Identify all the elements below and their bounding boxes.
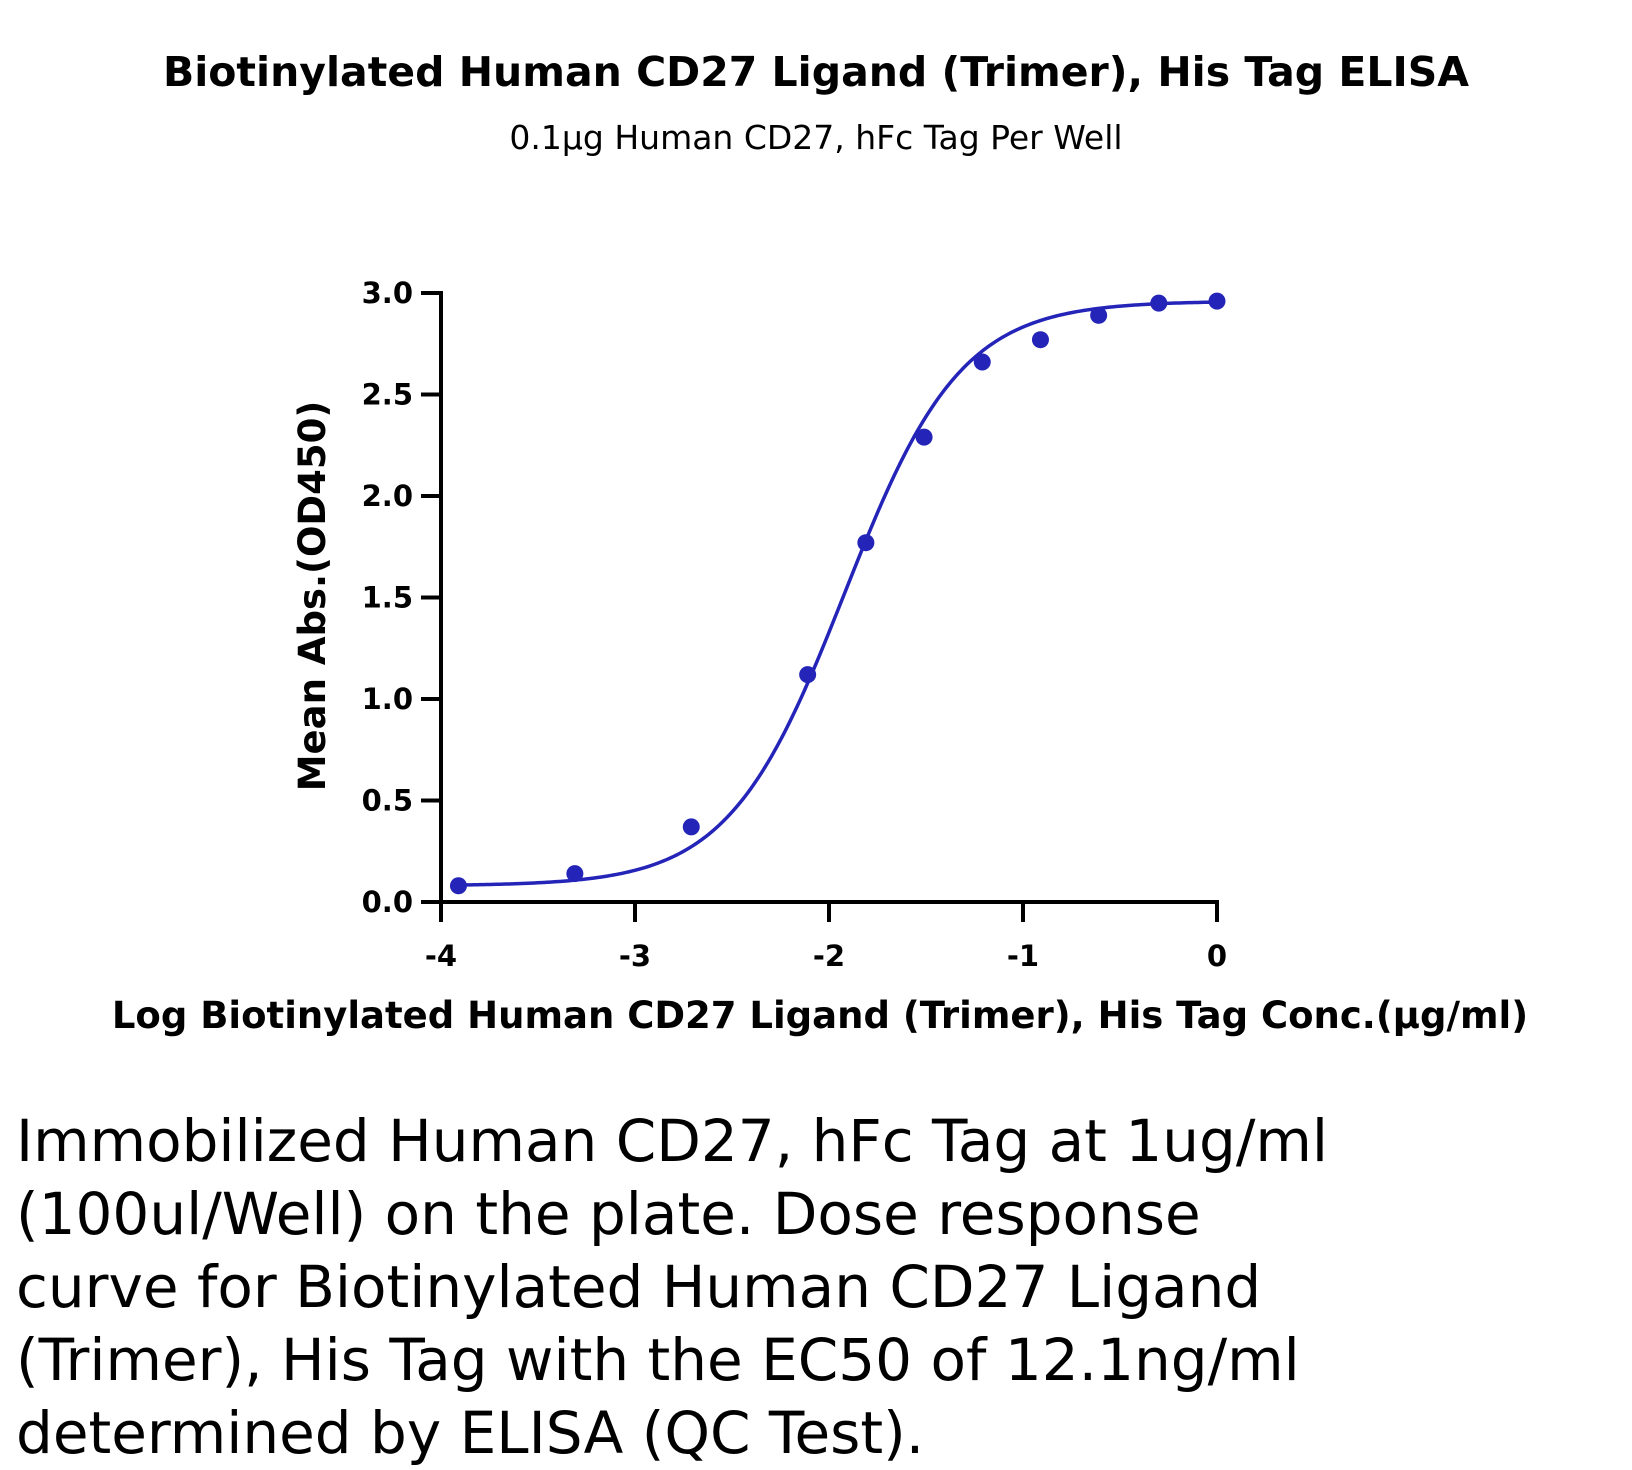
y-tick-label-0: 0.0 (362, 885, 413, 919)
data-point-4 (857, 534, 875, 552)
y-tick-label-4: 2.0 (362, 479, 413, 513)
data-point-10 (1208, 292, 1226, 310)
x-tick-label-0: -4 (425, 939, 457, 973)
data-points-layer (449, 292, 1226, 895)
chart-axes: 0.0 0.5 1.0 1.5 2.0 2.5 3.0 -4 -3 -2 -1 0 (362, 276, 1227, 973)
data-point-3 (799, 666, 817, 684)
chart-title: Biotinylated Human CD27 Ligand (Trimer),… (162, 48, 1470, 96)
data-point-7 (1031, 331, 1049, 349)
y-tick-label-1: 0.5 (362, 784, 413, 818)
data-point-6 (973, 353, 991, 371)
data-point-9 (1150, 294, 1168, 312)
data-point-5 (915, 428, 933, 446)
y-tick-label-6: 3.0 (362, 276, 413, 310)
fit-curve (458, 300, 1218, 887)
x-tick-label-3: -1 (1007, 939, 1039, 973)
data-point-2 (682, 818, 700, 836)
figure-caption: Immobilized Human CD27, hFc Tag at 1ug/m… (16, 1107, 1328, 1467)
y-tick-label-5: 2.5 (362, 378, 413, 412)
y-tick-label-2: 1.0 (362, 682, 413, 716)
y-axis-title: Mean Abs.(OD450) (291, 401, 334, 792)
y-tick-label-3: 1.5 (362, 581, 413, 615)
x-tick-label-2: -2 (813, 939, 845, 973)
elisa-chart: 0.0 0.5 1.0 1.5 2.0 2.5 3.0 -4 -3 -2 -1 0 Log Bioti… (112, 276, 1528, 1037)
data-point-0 (449, 877, 467, 895)
x-axis-title: Log Biotinylated Human CD27 Ligand (Trim… (112, 994, 1528, 1037)
x-tick-label-1: -3 (619, 939, 651, 973)
data-point-1 (566, 865, 584, 883)
x-tick-label-4: 0 (1207, 939, 1227, 973)
chart-subtitle: 0.1µg Human CD27, hFc Tag Per Well (509, 118, 1123, 157)
fit-curve-layer (458, 300, 1218, 887)
data-point-8 (1090, 306, 1108, 324)
